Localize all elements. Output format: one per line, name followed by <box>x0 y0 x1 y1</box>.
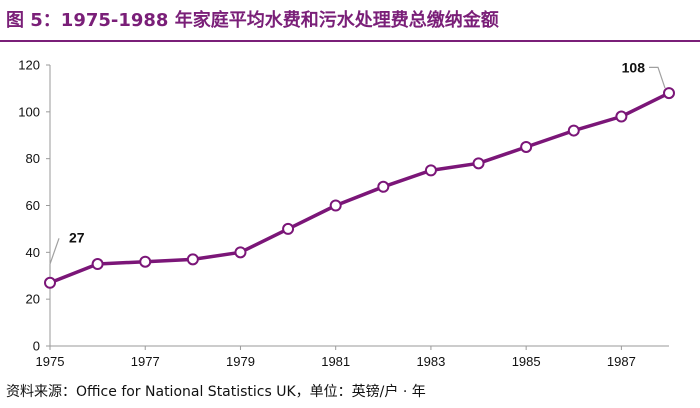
title-divider <box>0 40 700 42</box>
data-point <box>186 253 199 266</box>
series-line <box>48 91 671 285</box>
figure-title: 图 5：1975-1988 年家庭平均水费和污水处理费总缴纳金额 <box>6 10 499 31</box>
y-tick-label: 20 <box>26 292 40 307</box>
data-point <box>234 246 247 259</box>
x-tick-label: 1981 <box>321 354 350 369</box>
line-chart: 0 20 40 60 80 100 120 1975 1977 1979 1981 1983 1985 1… <box>18 58 675 369</box>
x-tick-label: 1985 <box>512 354 541 369</box>
data-point <box>424 164 437 177</box>
data-point <box>377 180 390 193</box>
data-point <box>139 255 152 268</box>
data-point <box>663 87 675 100</box>
data-point <box>520 140 533 153</box>
data-point <box>282 222 295 235</box>
data-point <box>472 157 485 170</box>
x-tick-label: 1987 <box>607 354 636 369</box>
figure-title-bar: 图 5：1975-1988 年家庭平均水费和污水处理费总缴纳金额 <box>0 0 700 38</box>
y-tick-label: 60 <box>26 198 40 213</box>
x-tick-label: 1983 <box>416 354 445 369</box>
annotation-leader-27 <box>49 238 60 277</box>
x-tick-label: 1979 <box>226 354 255 369</box>
y-tick-label: 100 <box>18 104 40 119</box>
y-tick-label: 40 <box>26 245 40 260</box>
y-tick-label: 80 <box>26 151 40 166</box>
data-point <box>44 276 56 289</box>
source-note: 资料来源：Office for National Statistics UK，单… <box>6 384 426 400</box>
data-label-108: 108 <box>622 59 646 75</box>
x-tick-label: 1975 <box>36 354 65 369</box>
data-label-27: 27 <box>69 229 85 245</box>
y-tick-label: 0 <box>33 339 40 354</box>
y-tick-label: 120 <box>18 58 40 73</box>
data-point <box>567 124 580 137</box>
x-tick-label: 1977 <box>131 354 160 369</box>
data-point <box>91 258 104 271</box>
data-point <box>329 199 342 212</box>
annotation-leader-108 <box>649 66 666 89</box>
data-point <box>615 110 628 123</box>
